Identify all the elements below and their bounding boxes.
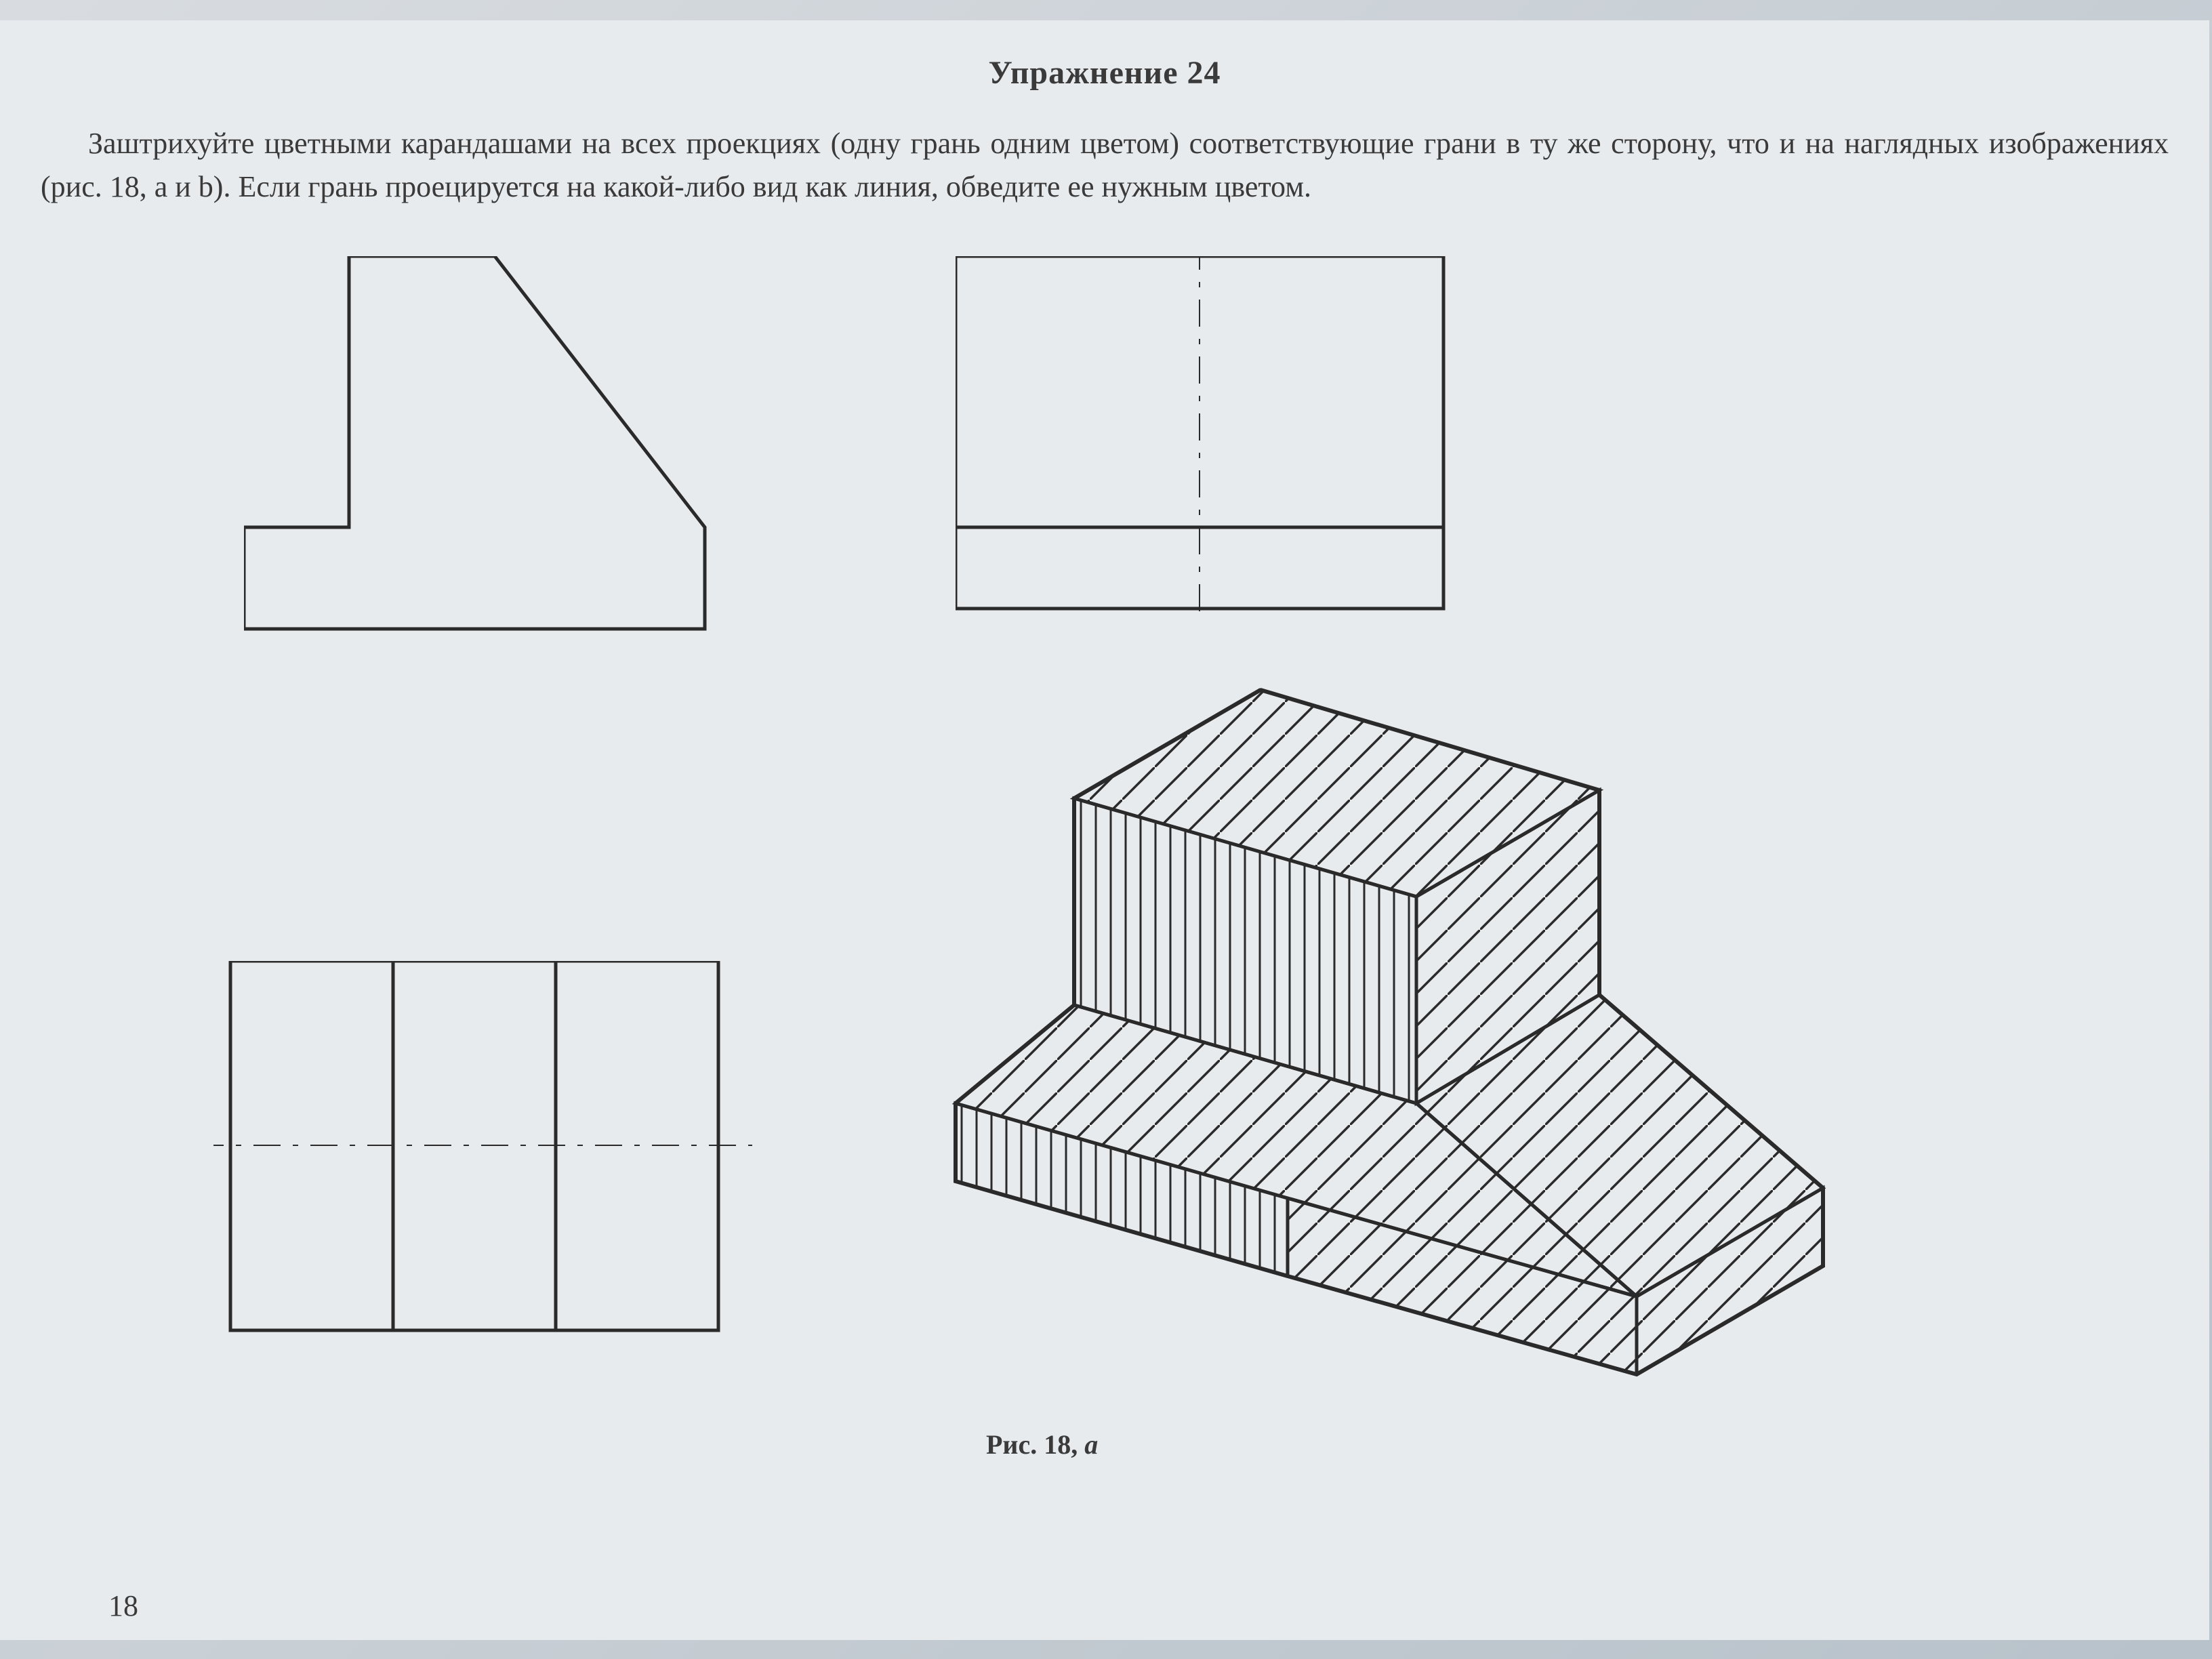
figure-label-suffix: a (1084, 1429, 1098, 1460)
front-view-diagram (244, 256, 732, 656)
diagram-area: Рис. 18, a (27, 229, 2182, 1483)
figure-label: Рис. 18, a (986, 1429, 1098, 1460)
figure-label-prefix: Рис. 18, (986, 1429, 1084, 1460)
isometric-diagram (895, 670, 1843, 1401)
side-view-diagram (213, 961, 769, 1357)
top-view-diagram (956, 256, 1471, 636)
exercise-title: Упражнение 24 (27, 54, 2182, 91)
page-number: 18 (108, 1589, 138, 1623)
instruction-text: Заштрихуйте цветными карандашами на всех… (41, 122, 2169, 209)
